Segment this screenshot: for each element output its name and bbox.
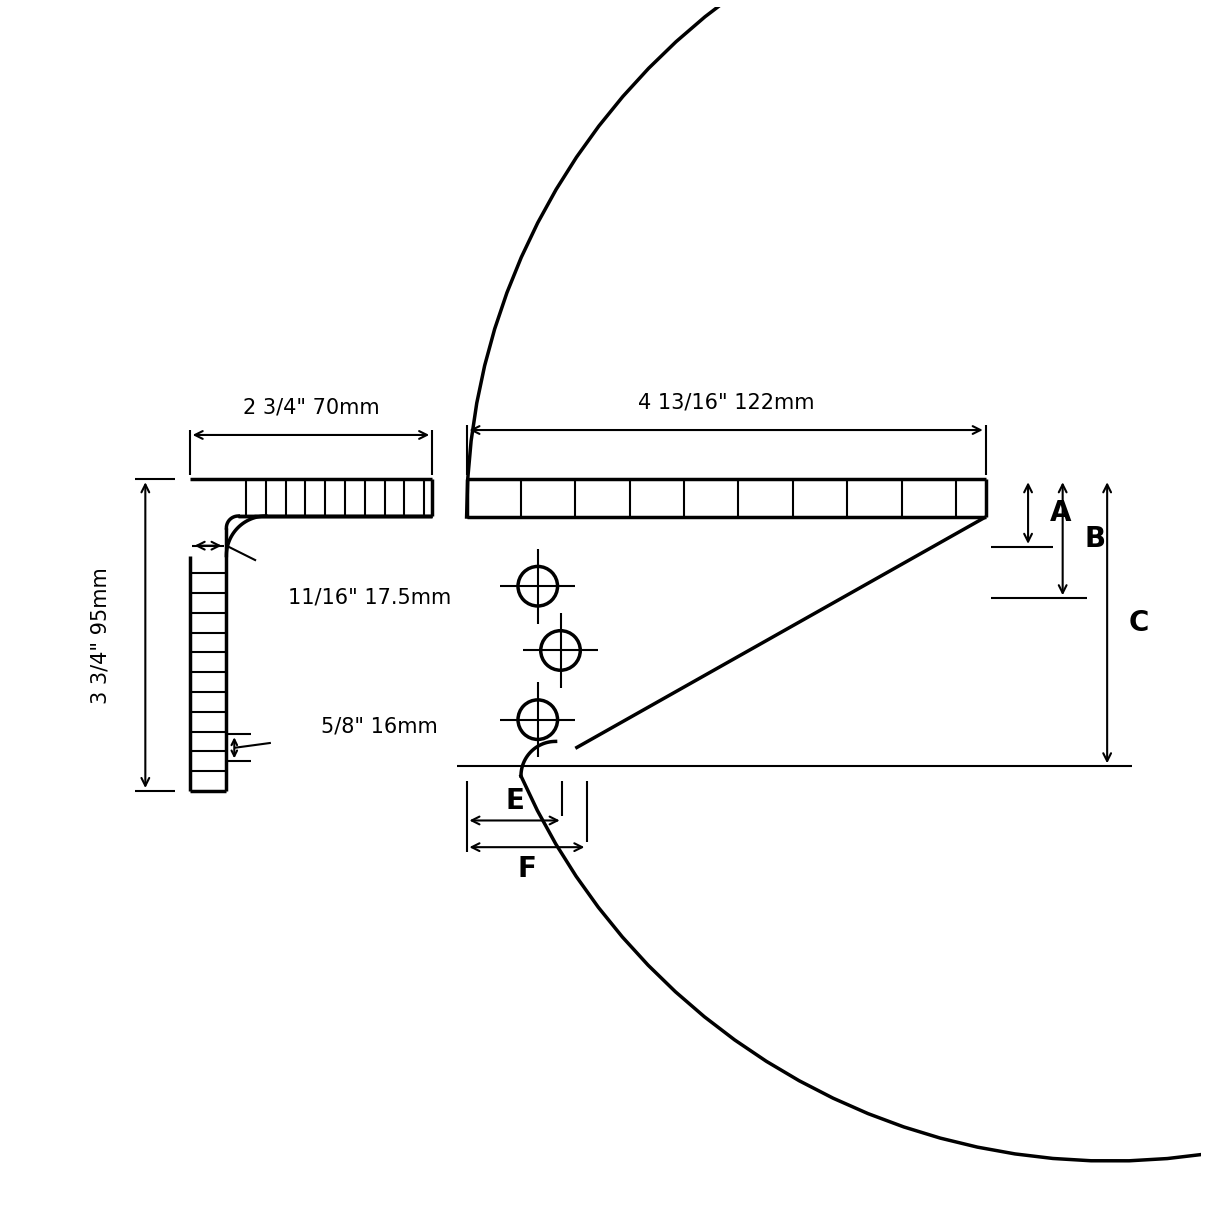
- Text: 2 3/4" 70mm: 2 3/4" 70mm: [243, 397, 379, 417]
- Text: A: A: [1050, 499, 1071, 527]
- Text: C: C: [1129, 609, 1149, 637]
- Text: E: E: [505, 786, 524, 814]
- Text: F: F: [517, 855, 536, 883]
- Text: 5/8" 16mm: 5/8" 16mm: [321, 716, 439, 736]
- Text: 3 3/4" 95mm: 3 3/4" 95mm: [91, 567, 111, 703]
- Text: 4 13/16" 122mm: 4 13/16" 122mm: [638, 393, 814, 412]
- Text: B: B: [1085, 524, 1105, 553]
- Text: 11/16" 17.5mm: 11/16" 17.5mm: [288, 587, 452, 608]
